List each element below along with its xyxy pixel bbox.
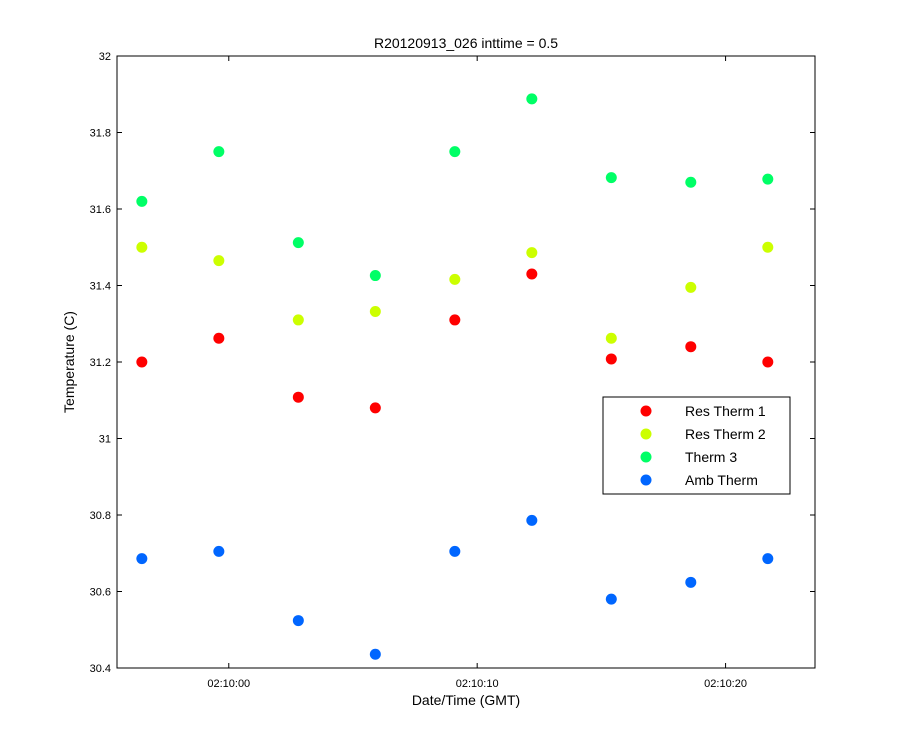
data-point bbox=[449, 545, 461, 557]
y-tick-label: 32 bbox=[99, 51, 111, 63]
data-point bbox=[213, 255, 225, 267]
data-point bbox=[685, 576, 697, 588]
data-point bbox=[762, 241, 774, 253]
legend: Res Therm 1 Res Therm 2 Therm 3 Amb Therm bbox=[602, 396, 791, 495]
data-point bbox=[292, 615, 304, 627]
data-point bbox=[605, 353, 617, 365]
y-tick-label: 31 bbox=[99, 434, 111, 446]
x-axis-title: Date/Time (GMT) bbox=[412, 692, 520, 708]
series-therm-3 bbox=[136, 93, 774, 282]
data-point bbox=[449, 146, 461, 158]
data-point bbox=[292, 391, 304, 403]
chart-title: R20120913_026 inttime = 0.5 bbox=[374, 35, 558, 51]
y-tick-label: 30.8 bbox=[90, 510, 111, 522]
data-point bbox=[449, 314, 461, 326]
data-point bbox=[213, 146, 225, 158]
x-tick-label: 02:10:10 bbox=[456, 678, 499, 690]
data-point bbox=[369, 306, 381, 318]
legend-label: Therm 3 bbox=[685, 449, 737, 465]
y-tick-label: 30.6 bbox=[90, 587, 111, 599]
data-point bbox=[369, 270, 381, 282]
data-point bbox=[526, 514, 538, 526]
data-point bbox=[292, 237, 304, 249]
x-axis: 02:10:00 02:10:10 02:10:20 bbox=[207, 56, 747, 690]
data-point bbox=[762, 553, 774, 565]
data-point bbox=[292, 314, 304, 326]
y-tick-label: 31.6 bbox=[90, 204, 111, 216]
data-point bbox=[369, 402, 381, 414]
data-point bbox=[526, 247, 538, 259]
plot-area bbox=[116, 55, 816, 669]
legend-label: Amb Therm bbox=[685, 472, 758, 488]
legend-box bbox=[602, 396, 791, 495]
y-axis: 30.4 30.6 30.8 31 31.2 31.4 31.6 31.8 32 bbox=[90, 51, 815, 675]
data-point bbox=[449, 273, 461, 285]
data-point bbox=[213, 545, 225, 557]
data-point bbox=[136, 356, 148, 368]
data-point bbox=[685, 341, 697, 353]
x-tick-label: 02:10:00 bbox=[207, 678, 250, 690]
data-point bbox=[369, 648, 381, 660]
data-point bbox=[136, 553, 148, 565]
data-point bbox=[136, 241, 148, 253]
legend-label: Res Therm 1 bbox=[685, 403, 766, 419]
data-point bbox=[762, 173, 774, 185]
legend-marker bbox=[640, 451, 652, 463]
data-point bbox=[526, 93, 538, 105]
data-point bbox=[605, 172, 617, 184]
x-tick-label: 02:10:20 bbox=[704, 678, 747, 690]
data-point bbox=[136, 195, 148, 207]
data-point bbox=[685, 176, 697, 188]
data-point bbox=[526, 268, 538, 280]
data-point bbox=[762, 356, 774, 368]
data-point bbox=[605, 332, 617, 344]
legend-marker bbox=[640, 405, 652, 417]
y-tick-label: 31.4 bbox=[90, 281, 111, 293]
legend-marker bbox=[640, 428, 652, 440]
y-tick-label: 31.2 bbox=[90, 357, 111, 369]
series-res-therm-2 bbox=[136, 241, 774, 344]
y-tick-label: 31.8 bbox=[90, 128, 111, 140]
legend-label: Res Therm 2 bbox=[685, 426, 766, 442]
data-points bbox=[136, 93, 774, 660]
series-res-therm-1 bbox=[136, 268, 774, 414]
series-amb-therm bbox=[136, 514, 774, 660]
data-point bbox=[685, 281, 697, 293]
data-point bbox=[213, 332, 225, 344]
legend-marker bbox=[640, 474, 652, 486]
data-point bbox=[605, 593, 617, 605]
y-tick-label: 30.4 bbox=[90, 663, 111, 675]
y-axis-title: Temperature (C) bbox=[61, 311, 77, 413]
